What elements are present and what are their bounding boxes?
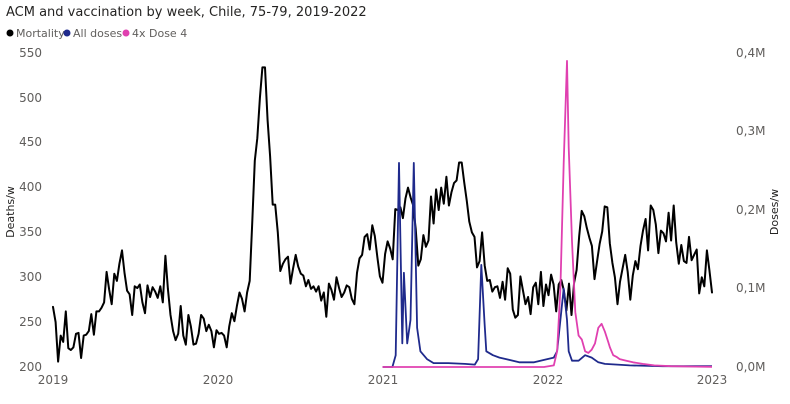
y-left-tick-label: 450 — [19, 135, 42, 149]
series-line-mortality — [52, 66, 713, 363]
legend: Mortality All doses 4x Dose 4 — [6, 27, 187, 40]
legend-marker-all-doses — [63, 29, 71, 37]
series-line-dose-4 — [382, 60, 713, 368]
y-left-tick-label: 250 — [19, 315, 42, 329]
y-right-tick-label: 0,2M — [736, 203, 765, 217]
legend-label-mortality: Mortality — [16, 27, 65, 40]
y-right-tick-label: 0,1M — [736, 281, 765, 295]
y-axis-right-ticks: 0,0M 0,1M 0,2M 0,3M 0,4M — [736, 46, 765, 374]
y-left-tick-label: 500 — [19, 91, 42, 105]
y-right-tick-label: 0,4M — [736, 46, 765, 60]
y-right-tick-label: 0,0M — [736, 360, 765, 374]
x-tick-label: 2023 — [697, 373, 728, 387]
series-layer — [52, 60, 713, 368]
x-tick-label: 2020 — [203, 373, 234, 387]
series-line-all-doses — [382, 161, 712, 368]
y-axis-right-title: Doses/w — [768, 189, 781, 235]
y-left-tick-label: 300 — [19, 270, 42, 284]
y-left-tick-label: 550 — [19, 46, 42, 60]
x-tick-label: 2022 — [533, 373, 564, 387]
legend-marker-dose-4 — [122, 29, 130, 37]
y-right-tick-label: 0,3M — [736, 124, 765, 138]
x-tick-label: 2021 — [368, 373, 399, 387]
legend-label-all-doses: All doses — [73, 27, 122, 40]
y-axis-left-ticks: 200 250 300 350 400 450 500 550 — [19, 46, 42, 374]
x-axis-ticks: 2019 2020 2021 2022 2023 — [38, 373, 728, 387]
y-left-tick-label: 400 — [19, 180, 42, 194]
x-tick-label: 2019 — [38, 373, 69, 387]
chart-title: ACM and vaccination by week, Chile, 75-7… — [6, 5, 367, 20]
y-left-tick-label: 350 — [19, 225, 42, 239]
legend-label-dose-4: 4x Dose 4 — [132, 27, 187, 40]
y-axis-left-title: Deaths/w — [4, 186, 17, 238]
legend-marker-mortality — [6, 29, 14, 37]
y-left-tick-label: 200 — [19, 360, 42, 374]
